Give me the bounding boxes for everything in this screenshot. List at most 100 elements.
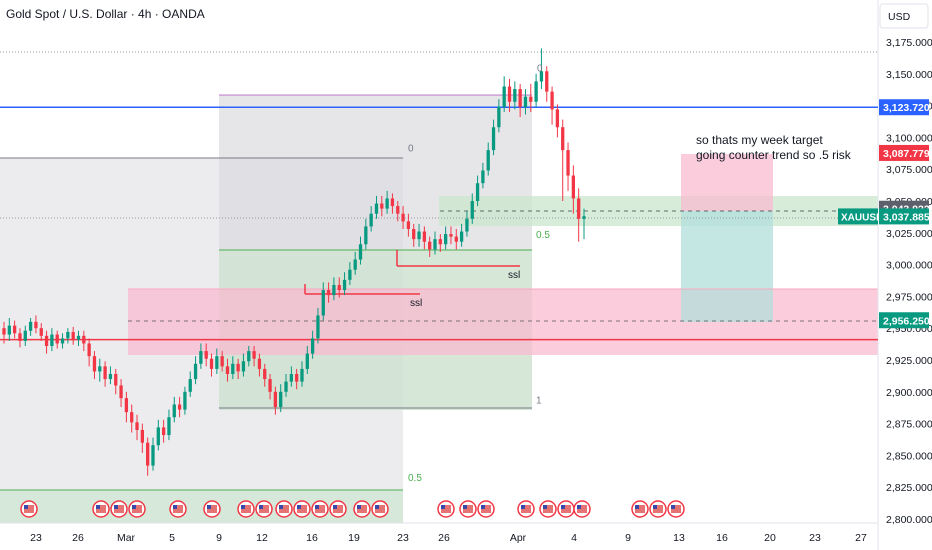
flag-canton xyxy=(653,505,657,509)
flag-stripes xyxy=(132,505,142,513)
candle-body xyxy=(577,198,581,219)
x-tick-label: 4 xyxy=(571,532,577,544)
candle-body xyxy=(513,89,517,102)
candle-body xyxy=(422,231,427,242)
candle-body xyxy=(193,363,198,380)
currency-button[interactable] xyxy=(879,3,929,29)
y-tick-label: 3,150.000 xyxy=(886,69,932,81)
flag-stripes xyxy=(241,505,251,513)
drawing-zones xyxy=(0,0,879,550)
x-tick-label: 26 xyxy=(438,532,450,544)
candle-body xyxy=(252,351,256,359)
price-tag xyxy=(879,99,929,116)
candle-body xyxy=(103,366,107,380)
candle-body xyxy=(60,338,65,344)
candle-body xyxy=(438,239,442,245)
candle-body xyxy=(167,417,171,436)
flag-canton xyxy=(315,505,319,509)
candle-body xyxy=(305,353,309,369)
time-axis[interactable]: 23 26 Mar 5 9 12 16 19 23 26 Apr 4 9 13 16 20 23 27 xyxy=(30,532,867,544)
y-tick-label: 2,900.000 xyxy=(886,387,932,399)
flag-canton xyxy=(671,505,675,509)
annotation-line-2: going counter trend so .5 risk xyxy=(696,148,852,162)
flag-stripes xyxy=(543,505,553,513)
candle-body xyxy=(582,216,586,219)
currency-label: USD xyxy=(888,11,911,23)
flag-canton xyxy=(577,505,581,509)
flag-canton xyxy=(24,505,28,509)
flag-stripes xyxy=(635,505,645,513)
candle-body xyxy=(28,321,33,331)
candle-body xyxy=(321,290,325,316)
candle-body xyxy=(140,429,144,443)
candle-body xyxy=(39,328,43,336)
flag-canton xyxy=(357,505,361,509)
y-tick-label: 2,975.000 xyxy=(886,291,932,303)
candle-body xyxy=(151,445,155,466)
candle-body xyxy=(539,71,544,82)
candle-body xyxy=(18,333,22,341)
candle-body xyxy=(358,244,363,260)
candle-body xyxy=(566,150,570,176)
candle-body xyxy=(433,239,437,250)
candle-body xyxy=(172,404,176,418)
y-tick-label: 3,175.000 xyxy=(886,37,932,49)
event-icons xyxy=(20,500,685,518)
x-tick-label: 19 xyxy=(348,532,360,544)
candle-body xyxy=(401,213,405,222)
price-tag xyxy=(879,144,929,161)
ssl-label-1: ssl xyxy=(508,270,520,281)
candle-body xyxy=(76,335,81,340)
y-tick-label: 2,875.000 xyxy=(886,419,932,431)
candle-body xyxy=(518,89,522,107)
x-tick-label: 5 xyxy=(169,532,175,544)
flag-stripes xyxy=(114,505,124,513)
flag-canton xyxy=(96,505,100,509)
x-tick-label: 9 xyxy=(216,532,222,544)
ssl-label-2: ssl xyxy=(410,298,422,309)
candle-body xyxy=(475,183,480,201)
candle-body xyxy=(555,109,560,128)
y-tick-label: 2,800.000 xyxy=(886,514,932,526)
y-tick-label: 3,100.000 xyxy=(886,132,932,144)
candle-body xyxy=(465,218,469,232)
fib-level-label: 1 xyxy=(536,395,542,406)
candle-body xyxy=(348,269,352,280)
candle-body xyxy=(108,373,113,380)
fib-level-label: 0 xyxy=(537,63,543,74)
candle-body xyxy=(7,325,11,335)
candle-body xyxy=(316,315,320,339)
candle-body xyxy=(486,150,490,171)
flag-stripes xyxy=(279,505,289,513)
x-tick-label: 26 xyxy=(72,532,84,544)
candle-body xyxy=(209,358,214,369)
flag-stripes xyxy=(521,505,531,513)
price-tag xyxy=(879,208,929,225)
flag-stripes xyxy=(96,505,106,513)
candle-body xyxy=(247,351,251,362)
x-tick-label: 16 xyxy=(306,532,318,544)
candle-body xyxy=(98,366,102,372)
candle-body xyxy=(114,373,118,386)
candle-body xyxy=(236,363,240,372)
candle-body xyxy=(353,259,357,270)
candle-body xyxy=(135,422,139,430)
candle-body xyxy=(369,213,373,227)
x-tick-label: 9 xyxy=(625,532,631,544)
price-axis[interactable]: 2,800.000 2,825.000 2,850.000 2,875.000 2,90… xyxy=(886,37,932,526)
flag-canton xyxy=(441,505,445,509)
flag-stripes xyxy=(375,505,385,513)
candle-body xyxy=(177,404,182,410)
price-tag xyxy=(879,312,929,329)
candle-body xyxy=(545,71,549,92)
flag-stripes xyxy=(173,505,183,513)
flag-canton xyxy=(543,505,547,509)
candle-body xyxy=(279,391,283,408)
candle-body xyxy=(257,358,262,369)
flag-canton xyxy=(279,505,283,509)
candle-body xyxy=(550,91,554,110)
flag-canton xyxy=(297,505,301,509)
flag-stripes xyxy=(357,505,367,513)
price-labels: 3,123.7203,087.7793,043.922XAUUSD3,037.8… xyxy=(838,99,930,329)
